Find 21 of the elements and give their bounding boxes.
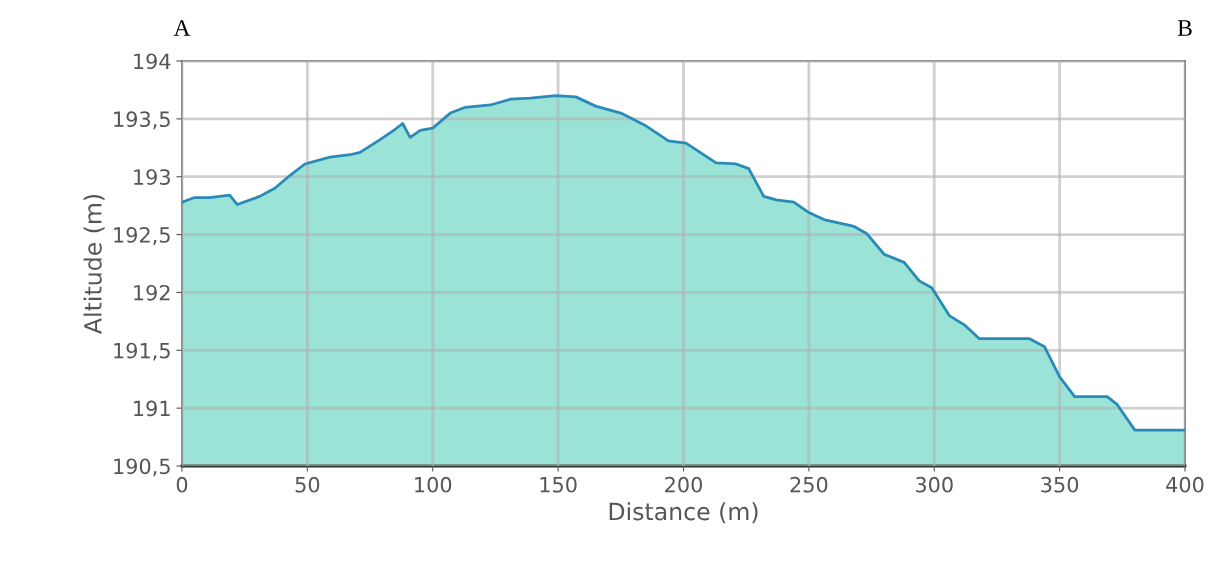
y-tick-label: 193,5 [114, 111, 170, 130]
x-tick-label: 250 [790, 476, 828, 493]
x-tick-label: 200 [665, 476, 702, 493]
x-axis-title: Distance (m) [609, 502, 758, 524]
y-tick-label: 192 [134, 284, 170, 301]
x-tick-label: 150 [540, 476, 577, 493]
x-tick-label: 350 [1041, 476, 1079, 493]
y-tick-label: 194 [134, 53, 171, 70]
x-tick-label: 300 [915, 476, 953, 493]
y-tick-label: 190,5 [114, 458, 170, 477]
y-tick-label: 191,5 [114, 342, 170, 361]
y-tick-label: 192,5 [114, 227, 170, 245]
x-tick-label: 100 [415, 476, 452, 493]
text: B [1177, 20, 1192, 36]
y-tick-label: 191 [134, 400, 170, 417]
text: A [173, 20, 191, 36]
y-axis-title: Altitude (m) [83, 194, 105, 334]
x-tick-label: 50 [295, 476, 320, 493]
x-tick-label: 400 [1166, 476, 1204, 493]
x-tick-label: 0 [176, 476, 188, 493]
y-tick-label: 193 [134, 169, 170, 185]
